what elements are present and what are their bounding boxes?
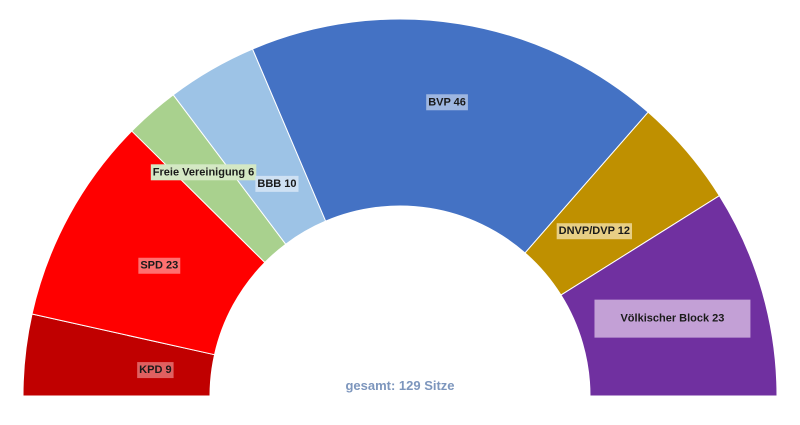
label-text-bvp: BVP 46 xyxy=(428,96,466,108)
label-bvp: BVP 46 xyxy=(426,94,468,111)
label-text-v-lkischer-block: Völkischer Block 23 xyxy=(620,313,724,325)
segment-bvp xyxy=(251,18,649,254)
label-background-bvp xyxy=(426,94,468,111)
label-kpd: KPD 9 xyxy=(137,362,174,379)
label-background-bbb xyxy=(255,175,299,192)
label-background-v-lkischer-block xyxy=(594,299,751,338)
label-text-dnvp-dvp: DNVP/DVP 12 xyxy=(559,225,630,237)
label-freie-vereinigung: Freie Vereinigung 6 xyxy=(150,164,257,181)
label-background-kpd xyxy=(137,362,174,379)
label-text-freie-vereinigung: Freie Vereinigung 6 xyxy=(153,166,254,178)
label-text-bbb: BBB 10 xyxy=(257,178,296,190)
label-text-kpd: KPD 9 xyxy=(139,364,171,376)
label-background-freie-vereinigung xyxy=(150,164,257,181)
total-seats-label: gesamt: 129 Sitze xyxy=(345,378,454,393)
label-background-dnvp-dvp xyxy=(556,223,633,240)
label-text-spd: SPD 23 xyxy=(140,260,178,272)
label-v-lkischer-block: Völkischer Block 23 xyxy=(594,299,751,338)
label-bbb: BBB 10 xyxy=(255,175,299,192)
label-background-spd xyxy=(138,257,181,274)
label-dnvp-dvp: DNVP/DVP 12 xyxy=(556,223,633,240)
chart-segments xyxy=(22,18,778,397)
label-spd: SPD 23 xyxy=(138,257,181,274)
segment-v-lkischer-block xyxy=(560,195,778,397)
